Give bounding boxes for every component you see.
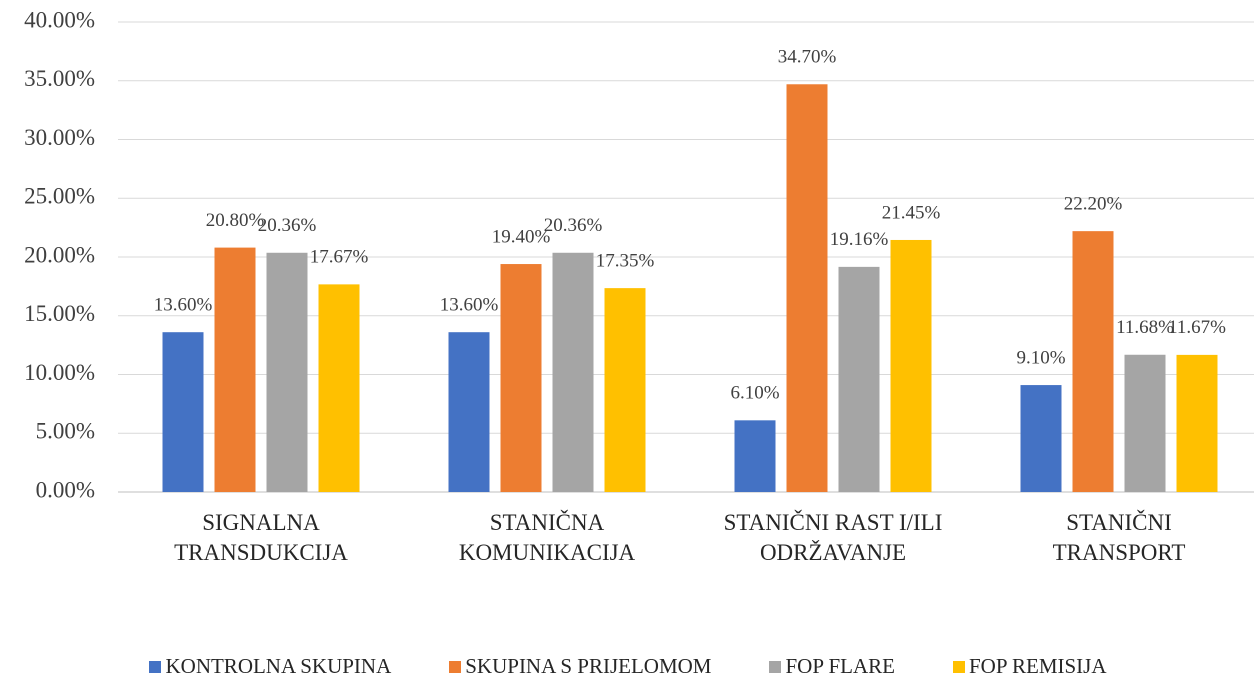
bar bbox=[266, 252, 308, 492]
y-tick-label: 25.00% bbox=[24, 184, 95, 209]
y-tick-label: 5.00% bbox=[36, 419, 95, 444]
bar bbox=[500, 264, 542, 492]
legend-item: FOP REMISIJA bbox=[952, 654, 1107, 679]
legend-label: SKUPINA S PRIJELOMOM bbox=[465, 654, 712, 678]
data-label: 13.60% bbox=[440, 295, 499, 316]
x-tick-label: STANIČNI TRANSPORT bbox=[1052, 510, 1186, 565]
legend-label: KONTROLNA SKUPINA bbox=[165, 654, 392, 678]
data-label: 20.36% bbox=[258, 215, 317, 236]
data-label: 6.10% bbox=[730, 383, 779, 404]
y-tick-label: 20.00% bbox=[24, 242, 95, 267]
data-label: 17.35% bbox=[596, 250, 655, 271]
data-label: 17.67% bbox=[310, 247, 369, 268]
x-tick-label: STANIČNA KOMUNIKACIJA bbox=[458, 510, 636, 565]
bar bbox=[1124, 354, 1166, 492]
bar bbox=[1072, 231, 1114, 492]
bar bbox=[214, 247, 256, 492]
data-label: 19.40% bbox=[492, 226, 551, 247]
legend-item: SKUPINA S PRIJELOMOM bbox=[449, 654, 711, 679]
data-label: 21.45% bbox=[882, 202, 941, 223]
bar bbox=[448, 332, 490, 492]
data-label: 20.80% bbox=[206, 210, 265, 231]
data-label: 9.10% bbox=[1016, 347, 1065, 368]
bar bbox=[552, 252, 594, 492]
x-tick-label: SIGNALNA TRANSDUKCIJA bbox=[174, 510, 348, 565]
data-label: 34.70% bbox=[778, 47, 837, 68]
y-tick-label: 0.00% bbox=[36, 477, 95, 502]
bar bbox=[734, 420, 776, 492]
legend: KONTROLNA SKUPINA SKUPINA S PRIJELOMOM FOP… bbox=[0, 654, 1256, 679]
legend-item: FOP FLARE bbox=[769, 654, 895, 679]
bar bbox=[890, 239, 932, 492]
legend-label: FOP REMISIJA bbox=[968, 654, 1107, 678]
legend-swatch bbox=[769, 660, 782, 673]
data-label: 11.68% bbox=[1116, 317, 1174, 338]
y-tick-label: 15.00% bbox=[24, 301, 95, 326]
bar bbox=[1176, 354, 1218, 492]
bar bbox=[1020, 385, 1062, 492]
y-tick-label: 40.00% bbox=[24, 7, 95, 32]
bar bbox=[162, 332, 204, 492]
legend-label: FOP FLARE bbox=[785, 654, 895, 678]
y-tick-label: 10.00% bbox=[24, 360, 95, 385]
data-label: 11.67% bbox=[1168, 317, 1226, 338]
data-label: 22.20% bbox=[1064, 194, 1123, 215]
bar bbox=[786, 84, 828, 493]
x-tick-label: STANIČNI RAST I/ILI ODRŽAVANJE bbox=[723, 510, 943, 565]
legend-swatch bbox=[952, 660, 965, 673]
bar bbox=[838, 266, 880, 492]
legend-swatch bbox=[149, 660, 162, 673]
legend-swatch bbox=[449, 660, 462, 673]
y-tick-label: 30.00% bbox=[24, 125, 95, 150]
data-label: 20.36% bbox=[544, 215, 603, 236]
legend-item: KONTROLNA SKUPINA bbox=[149, 654, 391, 679]
bar bbox=[318, 284, 360, 492]
data-label: 19.16% bbox=[830, 229, 889, 250]
y-tick-label: 35.00% bbox=[24, 66, 95, 91]
data-label: 13.60% bbox=[154, 295, 213, 316]
bar bbox=[604, 288, 646, 492]
